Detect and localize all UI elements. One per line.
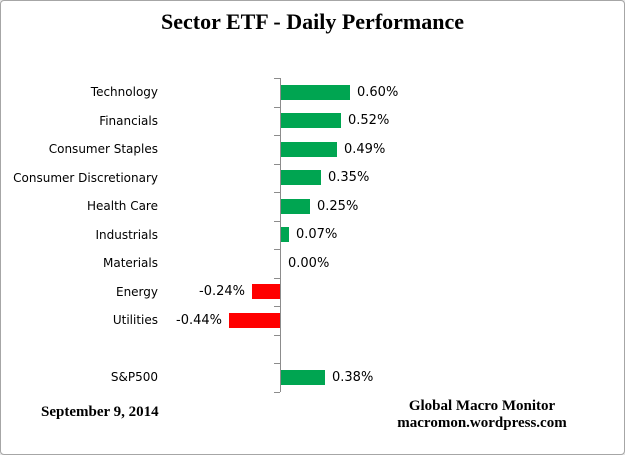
category-label-technology: Technology (90, 85, 158, 99)
axis-tick (274, 221, 280, 222)
source-url: macromon.wordpress.com (397, 415, 567, 431)
axis-tick (274, 392, 280, 393)
value-label-financials: 0.52% (348, 113, 390, 128)
category-label-consumer-discretionary: Consumer Discretionary (13, 171, 158, 185)
axis-tick (274, 249, 280, 250)
axis-tick (274, 164, 280, 165)
footer-source-block: Global Macro Monitor macromon.wordpress.… (371, 398, 593, 432)
bar-energy (252, 284, 280, 299)
bar-utilities (229, 313, 280, 328)
value-label-industrials: 0.07% (296, 227, 338, 242)
bar-industrials (281, 227, 289, 242)
category-label-materials: Materials (102, 256, 158, 270)
axis-tick (274, 135, 280, 136)
category-label-s-p500: S&P500 (110, 370, 158, 384)
chart-title: Sector ETF - Daily Performance (160, 9, 464, 34)
category-label-energy: Energy (115, 285, 158, 299)
value-label-health-care: 0.25% (317, 199, 359, 214)
value-label-materials: 0.00% (288, 256, 330, 271)
footer-date: September 9, 2014 (41, 404, 159, 420)
value-label-utilities: -0.44% (176, 313, 222, 328)
bar-financials (281, 113, 341, 128)
category-axis-line (280, 78, 281, 392)
axis-tick (274, 78, 280, 79)
value-label-energy: -0.24% (199, 284, 245, 299)
bar-s-p500 (281, 370, 325, 385)
axis-tick (274, 107, 280, 108)
category-label-utilities: Utilities (112, 313, 158, 327)
bar-consumer-discretionary (281, 170, 321, 185)
value-label-consumer-staples: 0.49% (344, 142, 386, 157)
bar-consumer-staples (281, 142, 337, 157)
axis-tick (274, 192, 280, 193)
category-label-industrials: Industrials (95, 228, 158, 242)
axis-tick (274, 363, 280, 364)
axis-tick (274, 306, 280, 307)
bar-health-care (281, 199, 310, 214)
value-label-s-p500: 0.38% (332, 370, 374, 385)
bar-technology (281, 85, 350, 100)
axis-tick (274, 335, 280, 336)
value-label-consumer-discretionary: 0.35% (328, 170, 370, 185)
source-name: Global Macro Monitor (408, 398, 556, 414)
category-label-financials: Financials (99, 114, 158, 128)
value-label-technology: 0.60% (357, 85, 399, 100)
axis-tick (274, 278, 280, 279)
category-label-consumer-staples: Consumer Staples (48, 142, 158, 156)
category-label-health-care: Health Care (86, 199, 158, 213)
